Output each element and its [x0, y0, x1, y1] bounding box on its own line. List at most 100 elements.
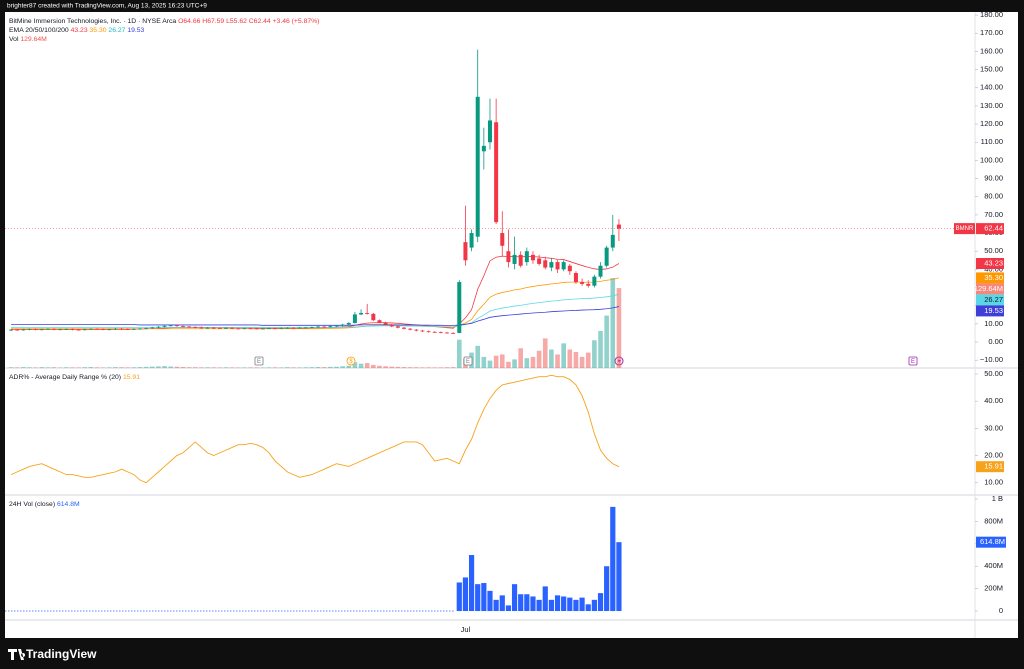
candle-body [113, 328, 118, 330]
volume-bar [328, 366, 333, 368]
ema-legend: EMA 20/50/100/200 43.23 35.30 26.27 19.5… [9, 27, 145, 34]
candle-body [445, 332, 450, 334]
volume-bar [420, 367, 425, 368]
candle-body [223, 327, 228, 329]
volume-bar [487, 360, 493, 368]
volume-bar [579, 356, 585, 368]
ema-value: 35.30 [90, 27, 107, 34]
candle-body [309, 327, 314, 328]
candle-body [187, 326, 192, 328]
volume-bar [107, 367, 112, 368]
y-tick-label: 80.00 [984, 192, 1003, 201]
candle-body [248, 328, 253, 330]
volume-bar [506, 361, 511, 368]
y-tick-label: 50.00 [984, 369, 1003, 378]
vol24-bar [561, 596, 567, 612]
volume-bar [616, 288, 622, 368]
adr-line [10, 374, 620, 484]
symbol-badge: BMNR [956, 226, 974, 232]
volume-badge: 129.64M [974, 284, 1003, 293]
candle-body [537, 258, 542, 264]
volume-bar [585, 352, 591, 368]
volume-bar [88, 367, 94, 368]
candle-body [217, 328, 222, 329]
y-tick-label: 1 B [992, 494, 1003, 503]
volume-bar [512, 359, 517, 368]
volume-bar [156, 366, 161, 368]
candle-body [438, 332, 443, 334]
candle-body [279, 328, 284, 329]
volume-bar [444, 367, 450, 368]
vol24-bar [536, 599, 542, 612]
vol24-badge: 614.8M [980, 537, 1005, 546]
adr-legend: ADR% - Average Daily Range % (20) 15.91 [9, 374, 140, 381]
candle-body [273, 328, 278, 330]
candle-body [131, 328, 136, 330]
y-tick-label: 180.00 [980, 10, 1003, 19]
candle-body [389, 324, 394, 327]
candle-body [420, 330, 425, 332]
candle-body [193, 327, 198, 328]
candle-body [303, 327, 308, 329]
candle-body [144, 328, 149, 330]
vol24-bar [585, 604, 591, 612]
candle-body [138, 328, 143, 330]
volume-bar [45, 367, 51, 368]
candle-body [573, 273, 578, 283]
volume-bar [192, 367, 198, 368]
volume-bar [438, 367, 444, 368]
candle-body [328, 326, 333, 328]
volume-bar [549, 349, 554, 368]
vol24-bar [475, 584, 481, 612]
candle-body [168, 325, 173, 327]
candle-body [125, 329, 130, 330]
volume-legend: Vol 129.64M [9, 36, 47, 43]
volume-bar [297, 367, 302, 368]
candle-body [45, 328, 50, 330]
candle-body [322, 326, 327, 328]
y-tick-label: 50.00 [984, 246, 1003, 255]
candle-body [340, 324, 345, 326]
candle-body [101, 329, 106, 330]
candle-body [506, 251, 511, 263]
volume-bar [162, 366, 167, 368]
event-label: E [466, 359, 470, 365]
candle-body [70, 329, 75, 330]
volume-bar [51, 367, 57, 368]
volume-bar [383, 366, 388, 368]
candle-body [236, 328, 241, 330]
volume-bar [315, 367, 321, 368]
vol24-bar [499, 595, 505, 612]
y-tick-label: 90.00 [984, 174, 1003, 183]
candle-body [316, 326, 321, 328]
candle-body [297, 327, 302, 329]
ema-badge-bg [976, 305, 1004, 317]
y-tick-label: 30.00 [984, 423, 1003, 432]
candle-body [524, 251, 529, 263]
adr-value: 15.91 [123, 374, 140, 381]
candle-body [469, 233, 474, 248]
volume-bar [542, 338, 548, 368]
candle-body [52, 328, 57, 330]
candle-body [586, 283, 591, 286]
volume-bar [266, 367, 272, 368]
volume-bar [242, 367, 247, 368]
vol24-legend: 24H Vol (close) 614.8M [9, 501, 80, 508]
volume-bar [149, 366, 155, 368]
volume-bar [137, 367, 143, 368]
vol24-bar [579, 597, 585, 612]
symbol-badge-bg [954, 223, 975, 235]
volume-bar [573, 351, 579, 368]
volume-bar [223, 367, 229, 368]
candle-body [199, 327, 204, 329]
volume-bar [174, 366, 180, 368]
candle-body [285, 327, 290, 329]
candle-body [543, 260, 548, 268]
candle-body [15, 329, 20, 331]
volume-bar [39, 367, 45, 368]
candle-body [64, 329, 69, 330]
volume-bar [217, 367, 223, 368]
price-badge-bg [976, 223, 1004, 235]
volume-bar [610, 278, 616, 368]
event-label: E [257, 359, 261, 365]
